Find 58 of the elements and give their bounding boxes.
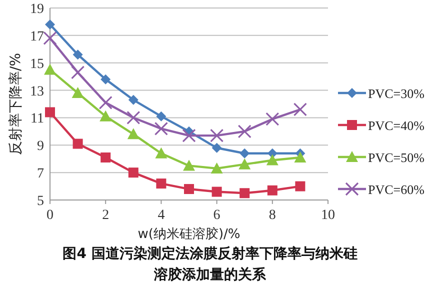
point bbox=[210, 128, 224, 142]
x-tick-label: 6 bbox=[213, 208, 220, 223]
point bbox=[240, 148, 250, 158]
point bbox=[182, 128, 196, 142]
point bbox=[267, 185, 278, 196]
y-tick-label: 17 bbox=[30, 29, 44, 44]
x-tick-label: 10 bbox=[321, 208, 335, 223]
legend-label: PVC=60% bbox=[368, 182, 425, 197]
x-tick-label: 0 bbox=[46, 208, 54, 223]
y-tick-label: 13 bbox=[30, 84, 44, 100]
legend-label: PVC=30% bbox=[368, 86, 425, 101]
y-tick-label: 5 bbox=[37, 194, 44, 209]
y-tick-label: 7 bbox=[37, 166, 44, 182]
point bbox=[266, 154, 278, 166]
point bbox=[238, 124, 252, 138]
point bbox=[128, 168, 138, 178]
point bbox=[266, 112, 280, 126]
point bbox=[45, 107, 55, 118]
point bbox=[156, 178, 166, 189]
point bbox=[154, 122, 168, 136]
x-axis-title: w(纳米硅溶胶)/% bbox=[138, 226, 240, 242]
x-tick-label: 8 bbox=[268, 208, 276, 223]
point bbox=[72, 50, 83, 60]
point bbox=[128, 94, 138, 105]
point bbox=[156, 111, 166, 122]
y-tick-label: 11 bbox=[30, 112, 44, 127]
point bbox=[240, 188, 250, 198]
point bbox=[45, 19, 55, 30]
point bbox=[44, 64, 56, 75]
point bbox=[127, 128, 140, 140]
point bbox=[212, 142, 222, 153]
point bbox=[100, 74, 111, 84]
point bbox=[238, 158, 251, 170]
point bbox=[100, 152, 111, 162]
point bbox=[98, 96, 112, 110]
point bbox=[72, 138, 83, 149]
point bbox=[71, 66, 85, 80]
point bbox=[100, 110, 112, 122]
point bbox=[43, 31, 57, 45]
x-tick-label: 2 bbox=[102, 208, 110, 223]
point bbox=[295, 181, 306, 192]
point bbox=[72, 87, 84, 98]
point bbox=[210, 162, 223, 174]
y-tick-label: 15 bbox=[30, 56, 44, 72]
legend-label: PVC=50% bbox=[368, 150, 425, 165]
y-axis-title: 反射率下降率/% bbox=[8, 52, 24, 156]
point bbox=[212, 186, 222, 197]
text: 图4 国道污染测定法涂膜反射率下降率与纳米硅溶胶添加量的关系 bbox=[62, 244, 358, 285]
point bbox=[294, 151, 306, 162]
x-tick-label: 4 bbox=[158, 208, 165, 223]
point bbox=[293, 102, 307, 116]
point bbox=[184, 184, 194, 194]
legend-label: PVC=40% bbox=[368, 118, 425, 133]
point bbox=[126, 110, 140, 125]
y-tick-label: 9 bbox=[37, 139, 44, 154]
point bbox=[183, 160, 195, 171]
y-tick-label: 19 bbox=[30, 2, 44, 17]
point bbox=[155, 147, 168, 158]
